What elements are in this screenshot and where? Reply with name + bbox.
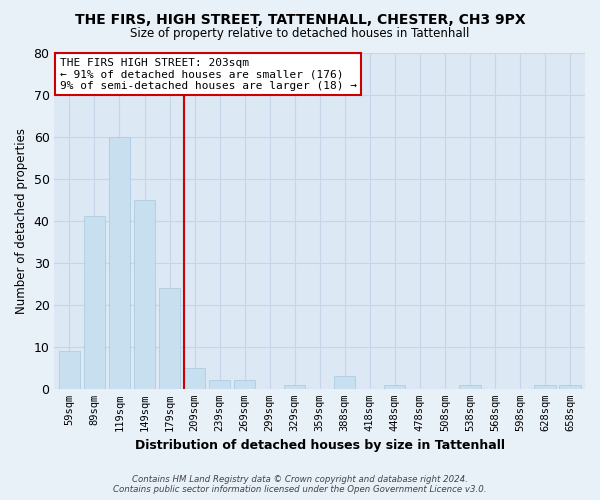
X-axis label: Distribution of detached houses by size in Tattenhall: Distribution of detached houses by size … <box>135 440 505 452</box>
Text: Contains HM Land Registry data © Crown copyright and database right 2024.
Contai: Contains HM Land Registry data © Crown c… <box>113 474 487 494</box>
Bar <box>59 351 80 389</box>
Bar <box>535 384 556 389</box>
Bar <box>184 368 205 389</box>
Bar <box>159 288 180 389</box>
Y-axis label: Number of detached properties: Number of detached properties <box>15 128 28 314</box>
Bar <box>84 216 105 389</box>
Text: THE FIRS HIGH STREET: 203sqm
← 91% of detached houses are smaller (176)
9% of se: THE FIRS HIGH STREET: 203sqm ← 91% of de… <box>60 58 357 90</box>
Bar <box>334 376 355 389</box>
Bar <box>459 384 481 389</box>
Bar <box>284 384 305 389</box>
Bar <box>109 136 130 389</box>
Text: THE FIRS, HIGH STREET, TATTENHALL, CHESTER, CH3 9PX: THE FIRS, HIGH STREET, TATTENHALL, CHEST… <box>74 12 526 26</box>
Bar <box>134 200 155 389</box>
Bar <box>384 384 406 389</box>
Bar <box>209 380 230 389</box>
Bar <box>234 380 255 389</box>
Bar <box>559 384 581 389</box>
Text: Size of property relative to detached houses in Tattenhall: Size of property relative to detached ho… <box>130 28 470 40</box>
